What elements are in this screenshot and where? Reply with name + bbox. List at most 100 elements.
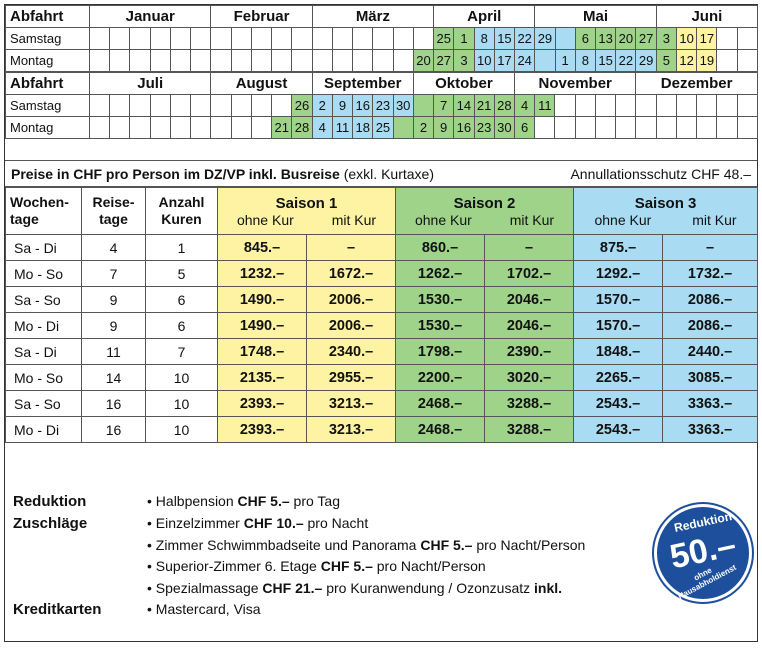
price-title: Preise in CHF pro Person im DZ/VP inkl. … xyxy=(11,165,434,182)
calendar-cell xyxy=(190,27,212,50)
season-3-header: Saison 3 ohne Kur mit Kur xyxy=(573,187,759,235)
calendar-cell: 28 xyxy=(493,94,515,117)
weekday-label: Samstag xyxy=(5,27,90,50)
price-cell: 845.– xyxy=(217,234,307,261)
calendar-cell xyxy=(129,49,151,72)
price-cell: 1262.– xyxy=(395,260,486,287)
calendar-cell xyxy=(736,27,758,50)
calendar-cell xyxy=(655,94,677,117)
calendar-cell xyxy=(554,116,576,139)
calendar-cell: 1 xyxy=(453,27,475,50)
weekday-label: Montag xyxy=(5,116,90,139)
calendar-cell xyxy=(554,27,576,50)
reduction-row: Reduktion • Halbpension CHF 5.– pro Tag xyxy=(5,491,757,513)
calendar-cell xyxy=(534,116,556,139)
calendar-cell xyxy=(675,94,698,117)
calendar-cell xyxy=(696,94,718,117)
calendar-cell xyxy=(250,116,273,139)
calendar-cell: 8 xyxy=(473,27,495,50)
weekday-label: Montag xyxy=(5,49,90,72)
price-row: Sa - Di 11 7 1748.– 2340.– 1798.– 2390.– 1848.–… xyxy=(5,338,759,365)
calendar-cell xyxy=(412,27,435,50)
calendar-cell xyxy=(169,94,192,117)
weekday-label: Samstag xyxy=(5,94,90,117)
calendar-cell xyxy=(615,94,637,117)
calendar-cell: 7 xyxy=(433,94,455,117)
price-cell: 1232.– xyxy=(217,260,307,287)
calendar-cell xyxy=(210,116,232,139)
calendar-cell: 12 xyxy=(675,49,698,72)
calendar-row: Samstag 25 1 8 15 22 29 6 13 20 27 3 10 17 xyxy=(5,27,758,50)
calendar-cell xyxy=(716,94,738,117)
calendar-cell: 14 xyxy=(453,94,475,117)
calendar-cell xyxy=(169,27,192,50)
price-cell: 2340.– xyxy=(305,338,397,365)
price-title-row: Preise in CHF pro Person im DZ/VP inkl. … xyxy=(5,161,757,187)
calendar-cell xyxy=(230,116,252,139)
calendar-row: Montag 20 27 3 10 17 24 1 8 15 22 29 5 12 19 xyxy=(5,49,758,72)
calendar-cell xyxy=(271,94,293,117)
cancellation-insurance: Annullationsschutz CHF 48.– xyxy=(570,165,751,182)
weekdays-header: Wochen-tage xyxy=(5,187,82,235)
price-cell: 2006.– xyxy=(305,312,397,339)
price-cell: – xyxy=(484,234,575,261)
calendar-cell xyxy=(250,27,273,50)
calendar-cell xyxy=(352,49,374,72)
credit-cards-row: Kreditkarten • Mastercard, Visa xyxy=(5,599,757,621)
price-row: Mo - Di 16 10 2393.– 3213.– 2468.– 3288.– 2543.… xyxy=(5,416,759,443)
calendar-cell xyxy=(210,94,232,117)
calendar-cell xyxy=(230,49,252,72)
calendar-cell xyxy=(291,27,313,50)
travel-days-cell: 14 xyxy=(81,364,146,391)
calendar-cell xyxy=(250,94,273,117)
credit-cards-label: Kreditkarten xyxy=(13,601,102,618)
calendar-cell: 18 xyxy=(352,116,374,139)
calendar-cell xyxy=(574,116,596,139)
weekdays-cell: Mo - So xyxy=(5,364,82,391)
price-row: Sa - So 9 6 1490.– 2006.– 1530.– 2046.– 1570.– 2… xyxy=(5,286,759,313)
calendar-cell xyxy=(88,27,111,50)
calendar-cell xyxy=(594,116,617,139)
calendar-cell: 6 xyxy=(513,116,536,139)
spacer xyxy=(5,139,757,161)
calendar-cell: 13 xyxy=(595,27,617,50)
calendar-cell xyxy=(230,94,252,117)
calendar-cell: 19 xyxy=(696,49,718,72)
calendar-cell: 3 xyxy=(655,27,678,50)
month-header-row: Abfahrt Juli August September Oktober Novembe… xyxy=(5,72,758,95)
month-header-row: Abfahrt Januar Februar März April Mai Juni xyxy=(5,5,758,28)
calendar-cell: 9 xyxy=(433,116,455,139)
calendar-cell: 3 xyxy=(453,49,475,72)
departure-calendar-2: Abfahrt Juli August September Oktober Novembe… xyxy=(5,72,758,139)
month-header: Juli xyxy=(88,72,212,95)
calendar-cell: 27 xyxy=(635,27,657,50)
price-table: Wochen-tage Reise-tage Anzahl Kuren Saiso… xyxy=(5,187,759,443)
calendar-cell: 10 xyxy=(675,27,698,50)
price-row: Mo - Di 9 6 1490.– 2006.– 1530.– 2046.– 1570.– 2… xyxy=(5,312,759,339)
calendar-cell xyxy=(311,49,333,72)
calendar-cell xyxy=(149,27,171,50)
calendar-cell: 15 xyxy=(493,27,516,50)
calendar-cell xyxy=(109,94,131,117)
calendar-cell xyxy=(169,49,192,72)
price-cell: 1490.– xyxy=(217,312,307,339)
calendar-cell: 23 xyxy=(372,94,394,117)
calendar-cell xyxy=(655,116,677,139)
calendar-cell xyxy=(635,116,657,139)
price-cell: 1570.– xyxy=(573,312,664,339)
calendar-cell xyxy=(392,116,414,139)
price-cell: 3363.– xyxy=(662,416,759,443)
calendar-cell xyxy=(635,94,657,117)
calendar-cell: 25 xyxy=(433,27,455,50)
calendar-cell: 10 xyxy=(473,49,495,72)
calendar-cell: 25 xyxy=(372,116,394,139)
calendar-cell: 21 xyxy=(271,116,293,139)
calendar-cell: 8 xyxy=(574,49,597,72)
price-cell: – xyxy=(305,234,397,261)
price-row: Mo - So 7 5 1232.– 1672.– 1262.– 1702.– 1292.– 1… xyxy=(5,260,759,287)
calendar-cell xyxy=(412,94,435,117)
calendar-cell: 17 xyxy=(696,27,718,50)
calendar-cell xyxy=(190,116,212,139)
price-cell: 1702.– xyxy=(484,260,575,287)
price-cell: 3288.– xyxy=(484,390,575,417)
